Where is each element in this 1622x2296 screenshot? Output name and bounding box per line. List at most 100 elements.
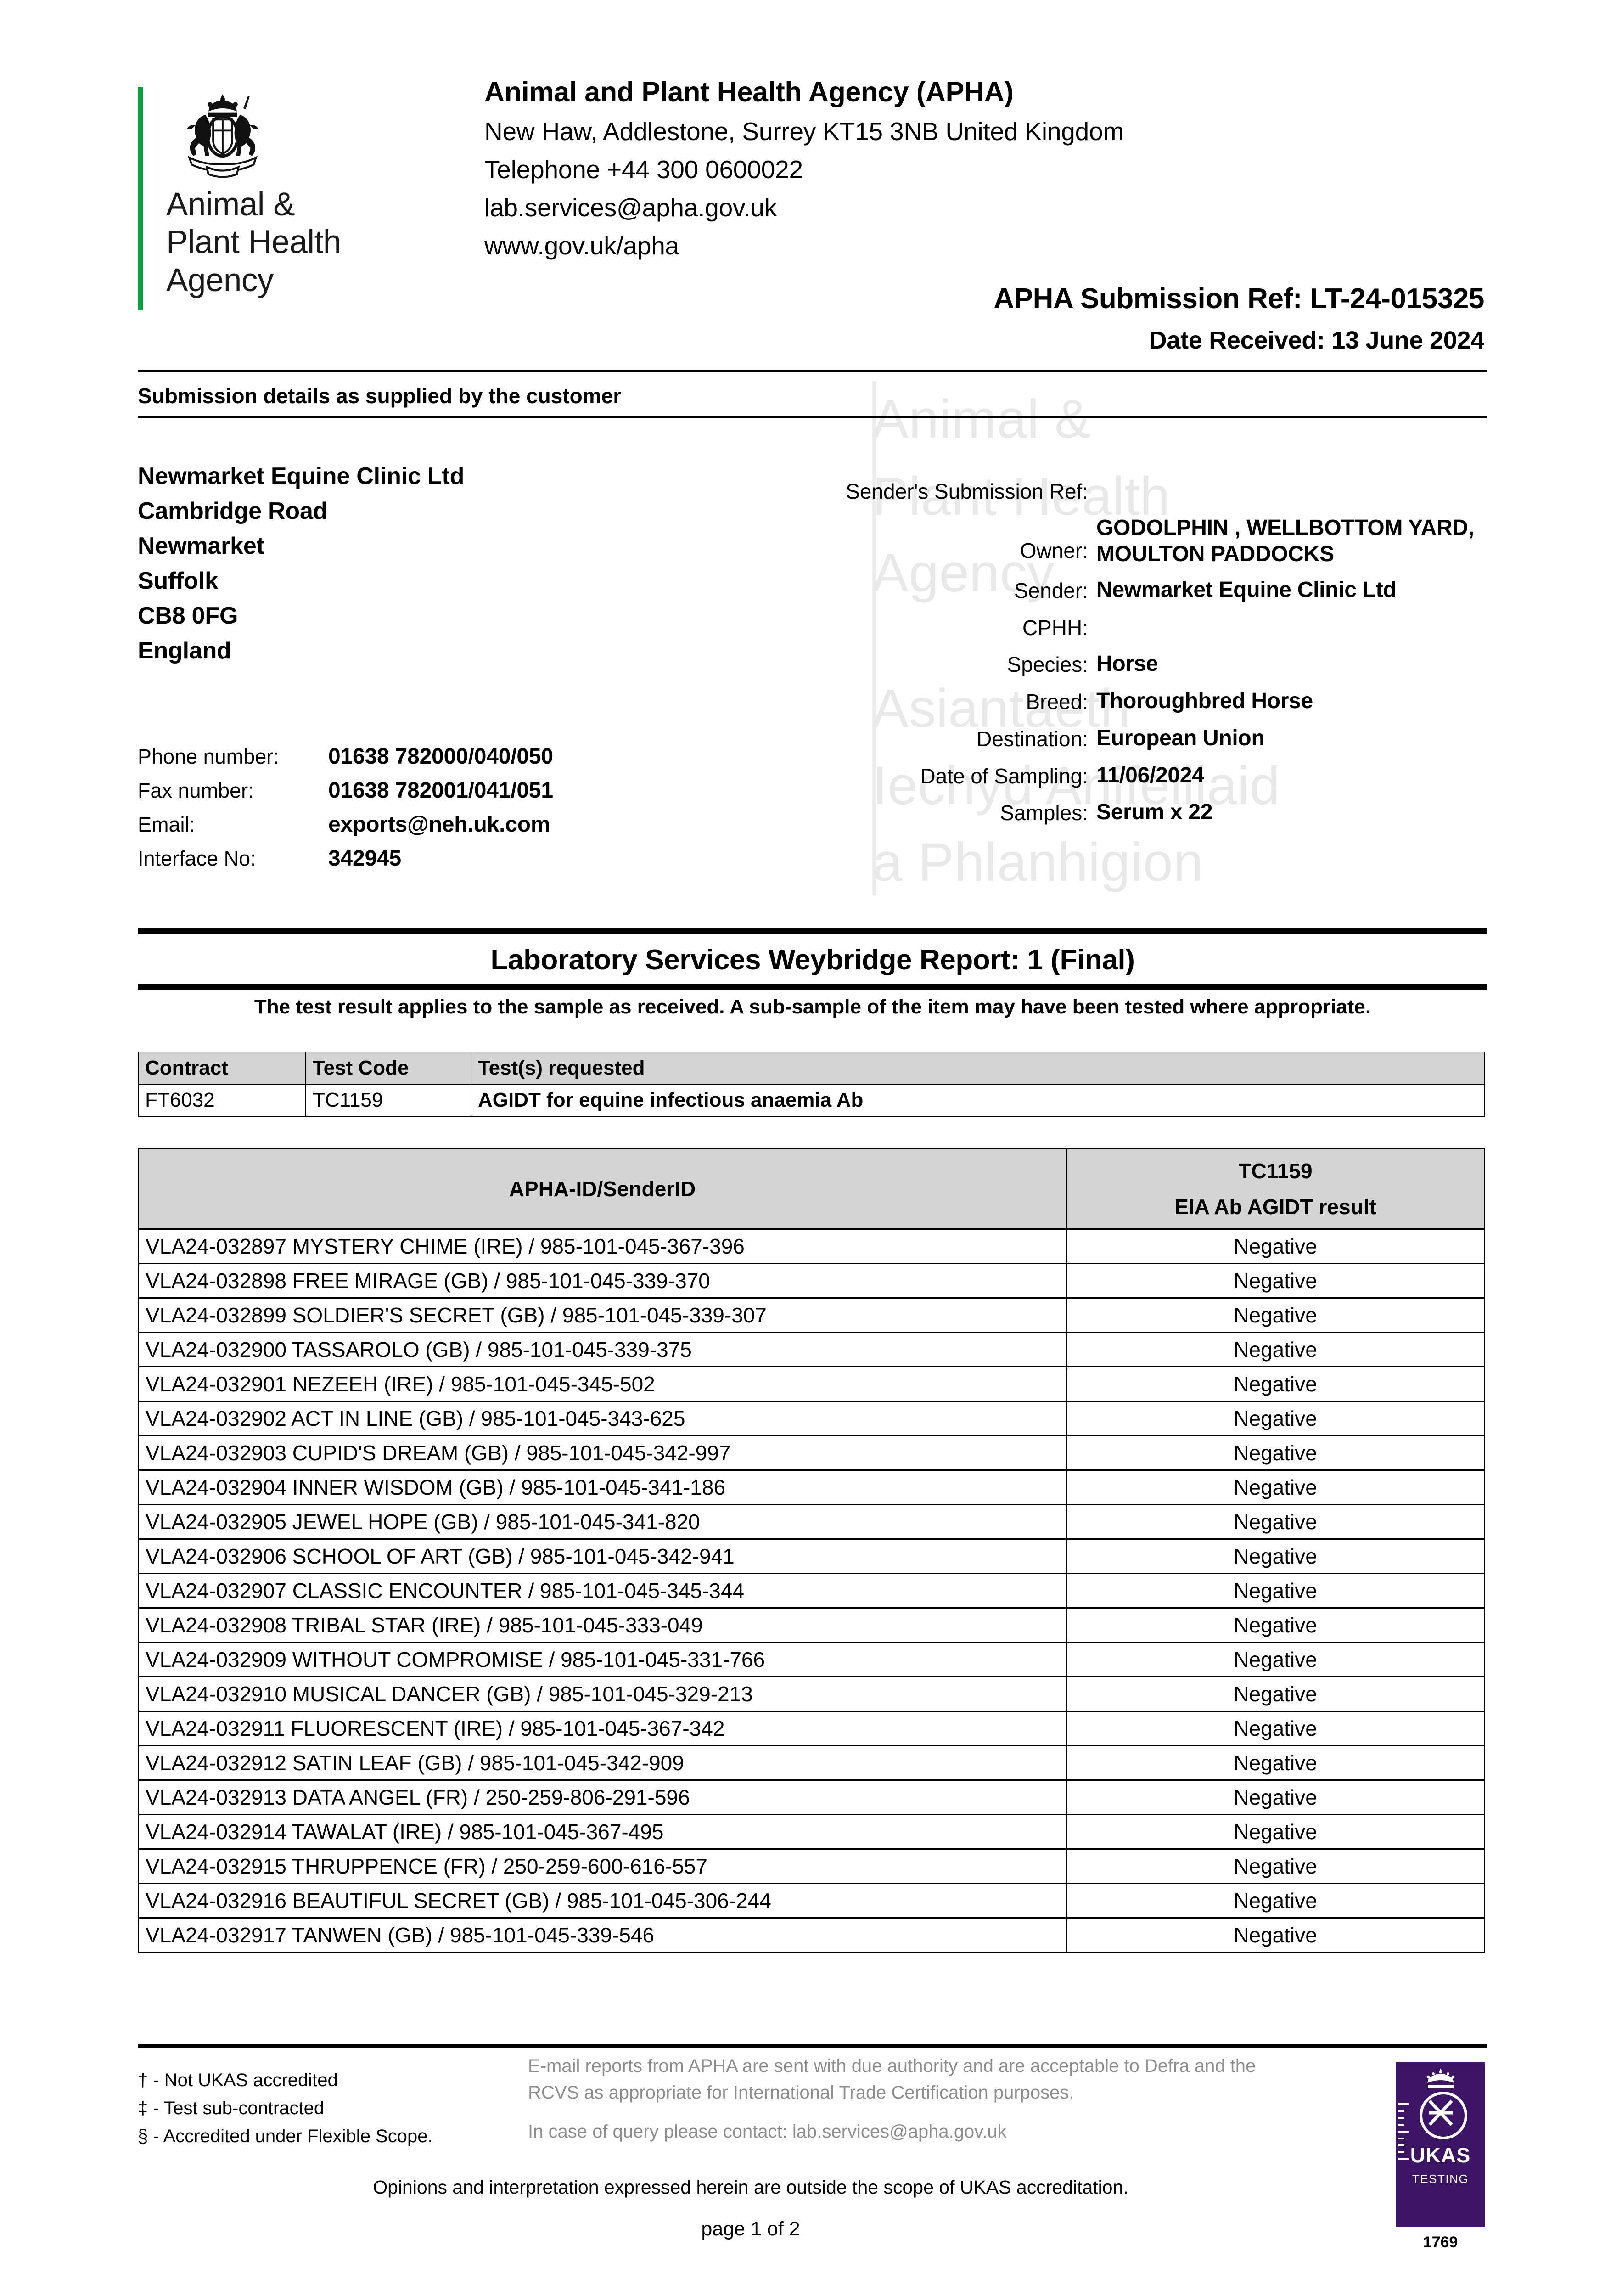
samples-value: Serum x 22 [1096, 800, 1213, 825]
report-title: Laboratory Services Weybridge Report: 1 … [490, 944, 1135, 976]
footer-divider [138, 2044, 1487, 2048]
address-line: CB8 0FG [138, 602, 238, 629]
table-row: VLA24-032907 CLASSIC ENCOUNTER / 985-101… [138, 1573, 1485, 1609]
cell-sample-id: VLA24-032897 MYSTERY CHIME (IRE) / 985-1… [138, 1228, 1067, 1264]
address-line: England [138, 637, 231, 664]
submission-ref: APHA Submission Ref: LT-24-015325 [993, 283, 1484, 315]
meta-row-species: Species: Horse [799, 651, 1487, 679]
sender-label: Sender: [1014, 578, 1088, 602]
address-line: Cambridge Road [138, 497, 328, 524]
ukas-box: UKAS TESTING [1396, 2062, 1485, 2227]
address-line: Newmarket [138, 532, 264, 559]
cell-result: Negative [1066, 1642, 1485, 1677]
table-row: VLA24-032912 SATIN LEAF (GB) / 985-101-0… [138, 1745, 1485, 1781]
cell-sample-id: VLA24-032909 WITHOUT COMPROMISE / 985-10… [138, 1642, 1067, 1677]
cell-result: Negative [1066, 1745, 1485, 1781]
meta-row-sampling-date: Date of Sampling: 11/06/2024 [799, 762, 1487, 790]
cell-test-code: TC1159 [305, 1084, 471, 1117]
meta-row-breed: Breed: Thoroughbred Horse [799, 688, 1487, 716]
cell-result: Negative [1066, 1469, 1485, 1505]
table-row: FT6032 TC1159 AGIDT for equine infectiou… [138, 1084, 1485, 1117]
owner-label: Owner: [1020, 538, 1088, 563]
destination-value: European Union [1096, 726, 1265, 750]
ukas-scale-icon [1398, 2103, 1409, 2165]
table-row: VLA24-032913 DATA ANGEL (FR) / 250-259-8… [138, 1779, 1485, 1815]
divider-top [138, 370, 1487, 372]
ukas-service: TESTING [1412, 2172, 1469, 2186]
footer-query-paragraph: In case of query please contact: lab.ser… [528, 2121, 1007, 2142]
th-result-code: TC1159 [1238, 1159, 1313, 1183]
cell-sample-id: VLA24-032911 FLUORESCENT (IRE) / 985-101… [138, 1711, 1067, 1746]
table-row: VLA24-032902 ACT IN LINE (GB) / 985-101-… [138, 1401, 1485, 1436]
th-result-name: EIA Ab AGIDT result [1174, 1195, 1376, 1219]
footer-page-number: page 1 of 2 [701, 2218, 800, 2240]
table-row: VLA24-032906 SCHOOL OF ART (GB) / 985-10… [138, 1538, 1485, 1574]
footer-opinions: Opinions and interpretation expressed he… [373, 2177, 1128, 2198]
divider-under-heading [138, 416, 1487, 418]
cell-result: Negative [1066, 1848, 1485, 1884]
note-sub-contracted: ‡ - Test sub-contracted [138, 2098, 325, 2118]
cell-result: Negative [1066, 1504, 1485, 1540]
senders-ref-label: Sender's Submission Ref: [846, 479, 1088, 503]
owner-value: GODOLPHIN , WELLBOTTOM YARD, MOULTON PAD… [1096, 515, 1474, 567]
footer-email-paragraph: E-mail reports from APHA are sent with d… [528, 2056, 1256, 2103]
table-row: VLA24-032909 WITHOUT COMPROMISE / 985-10… [138, 1642, 1485, 1677]
cell-sample-id: VLA24-032914 TAWALAT (IRE) / 985-101-045… [138, 1814, 1067, 1850]
meta-row-owner: Owner: GODOLPHIN , WELLBOTTOM YARD, MOUL… [799, 515, 1487, 568]
cphh-label: CPHH: [1022, 615, 1088, 640]
results-table: APHA-ID/SenderID TC1159 EIA Ab AGIDT res… [138, 1148, 1485, 1953]
cell-sample-id: VLA24-032906 SCHOOL OF ART (GB) / 985-10… [138, 1538, 1067, 1574]
table-row: VLA24-032898 FREE MIRAGE (GB) / 985-101-… [138, 1263, 1485, 1299]
ukas-number: 1769 [1423, 2234, 1458, 2251]
note-flexible-scope: § - Accredited under Flexible Scope. [138, 2126, 433, 2146]
species-value: Horse [1096, 652, 1158, 676]
samples-label: Samples: [1000, 801, 1088, 825]
cell-result: Negative [1066, 1917, 1485, 1953]
email-label: Email: [138, 813, 196, 836]
table-row: VLA24-032897 MYSTERY CHIME (IRE) / 985-1… [138, 1228, 1485, 1264]
cell-result: Negative [1066, 1883, 1485, 1919]
cell-sample-id: VLA24-032908 TRIBAL STAR (IRE) / 985-101… [138, 1607, 1067, 1643]
cell-result: Negative [1066, 1366, 1485, 1402]
contact-row-email: Email: exports@neh.uk.com [138, 812, 553, 837]
sampling-date-value: 11/06/2024 [1096, 763, 1204, 788]
cell-sample-id: VLA24-032900 TASSAROLO (GB) / 985-101-04… [138, 1332, 1067, 1367]
royal-coat-of-arms-icon [187, 94, 258, 178]
cell-sample-id: VLA24-032902 ACT IN LINE (GB) / 985-101-… [138, 1401, 1067, 1436]
divider-above-report-title [138, 928, 1487, 934]
sender-value: Newmarket Equine Clinic Ltd [1096, 577, 1397, 602]
fax-value: 01638 782001/041/051 [328, 778, 553, 803]
table-row: VLA24-032899 SOLDIER'S SECRET (GB) / 985… [138, 1297, 1485, 1333]
cell-sample-id: VLA24-032915 THRUPPENCE (FR) / 250-259-6… [138, 1848, 1067, 1884]
meta-row-samples: Samples: Serum x 22 [799, 799, 1487, 827]
address-line: Suffolk [138, 567, 218, 594]
interface-value: 342945 [328, 846, 401, 871]
cell-result: Negative [1066, 1435, 1485, 1471]
org-telephone: Telephone +44 300 0600022 [484, 155, 803, 184]
ukas-crown-icon [1426, 2068, 1455, 2088]
contact-row-interface: Interface No: 342945 [138, 846, 553, 871]
table-row: VLA24-032908 TRIBAL STAR (IRE) / 985-101… [138, 1607, 1485, 1643]
customer-section-heading: Submission details as supplied by the cu… [138, 384, 622, 408]
cell-result: Negative [1066, 1573, 1485, 1609]
interface-label: Interface No: [138, 847, 256, 870]
cell-result: Negative [1066, 1401, 1485, 1436]
cell-result: Negative [1066, 1263, 1485, 1299]
customer-contact: Phone number: 01638 782000/040/050 Fax n… [138, 744, 553, 880]
tests-requested-table: Contract Test Code Test(s) requested FT6… [138, 1052, 1485, 1117]
cell-test-name: AGIDT for equine infectious anaemia Ab [471, 1084, 1485, 1117]
email-value: exports@neh.uk.com [328, 812, 550, 837]
org-email: lab.services@apha.gov.uk [484, 193, 777, 222]
table-row: VLA24-032910 MUSICAL DANCER (GB) / 985-1… [138, 1676, 1485, 1712]
cell-result: Negative [1066, 1297, 1485, 1333]
phone-label: Phone number: [138, 745, 279, 768]
table-row: VLA24-032917 TANWEN (GB) / 985-101-045-3… [138, 1917, 1485, 1953]
cell-result: Negative [1066, 1711, 1485, 1746]
table-row: VLA24-032916 BEAUTIFUL SECRET (GB) / 985… [138, 1883, 1485, 1919]
cell-sample-id: VLA24-032901 NEZEEH (IRE) / 985-101-045-… [138, 1366, 1067, 1402]
results-header-row: APHA-ID/SenderID TC1159 EIA Ab AGIDT res… [138, 1148, 1485, 1230]
species-label: Species: [1007, 653, 1088, 677]
cell-result: Negative [1066, 1779, 1485, 1815]
note-not-accredited: † - Not UKAS accredited [138, 2070, 338, 2090]
